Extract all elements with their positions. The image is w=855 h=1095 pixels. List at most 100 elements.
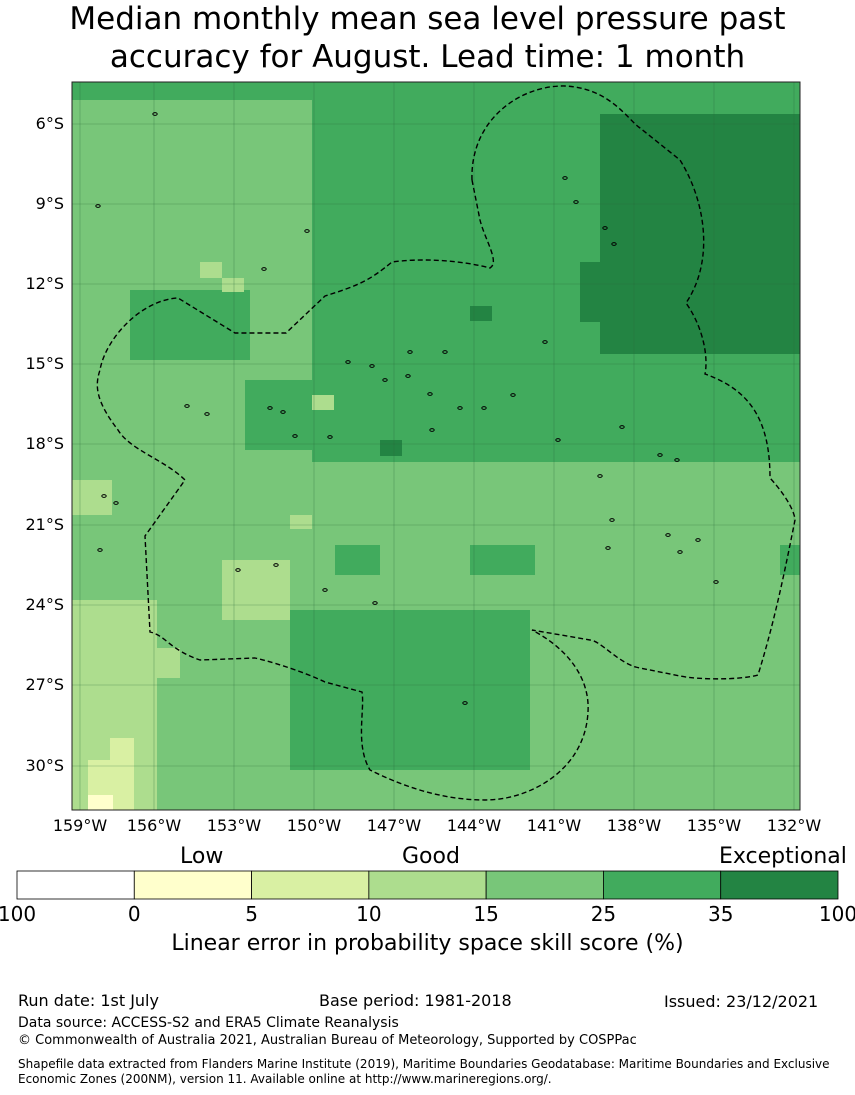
colorbar-tick-label: 15 [473, 902, 499, 926]
island-outline [657, 453, 663, 457]
colorbar-tick-label: 0 [127, 902, 141, 926]
skill-cell [600, 114, 800, 354]
island-outline [327, 435, 333, 439]
skill-cell [130, 290, 250, 360]
island-outline [273, 563, 279, 567]
island-outline [427, 392, 433, 396]
colorbar-segment [368, 870, 487, 900]
island-outline [597, 474, 603, 478]
latitude-label: 30°S [25, 756, 64, 775]
island-outline [304, 229, 310, 233]
colorbar-tick-label: 5 [245, 902, 258, 926]
island-outline [369, 364, 375, 368]
eez-boundary-dashed [96, 85, 796, 801]
island-outline [382, 378, 388, 382]
graticule [72, 82, 800, 810]
island-outline [609, 518, 615, 522]
island-outline [405, 374, 411, 378]
island-outline [204, 412, 210, 416]
island-outline [462, 701, 468, 705]
longitude-label: 150°W [286, 816, 342, 835]
issued-date: Issued: 23/12/2021 [664, 992, 819, 1011]
island-outline [573, 200, 579, 204]
latitude-label: 21°S [25, 515, 64, 534]
skill-cell [245, 380, 315, 450]
island-outline [510, 393, 516, 397]
latitude-label: 15°S [25, 354, 64, 373]
island-outline [372, 601, 378, 605]
island-outline [267, 406, 273, 410]
base-period: Base period: 1981-2018 [319, 991, 512, 1010]
latitude-label: 9°S [35, 194, 64, 213]
longitude-label: 144°W [446, 816, 502, 835]
island-outline [95, 204, 101, 208]
island-outline [457, 406, 463, 410]
island-outline [619, 425, 625, 429]
colorbar-segment [251, 870, 370, 900]
island-outline [542, 340, 548, 344]
longitude-label: 156°W [126, 816, 182, 835]
skill-cell [72, 82, 312, 100]
skill-cell [335, 545, 380, 575]
colorbar-segment [16, 870, 135, 900]
colorbar-segment [133, 870, 252, 900]
category-good: Good [402, 844, 460, 869]
skill-cell [88, 795, 113, 810]
longitude-label: 147°W [366, 816, 422, 835]
latitude-label: 6°S [35, 114, 64, 133]
skill-cell [290, 610, 530, 770]
longitude-label: 141°W [526, 816, 582, 835]
island-outline [101, 494, 107, 498]
island-outline [605, 546, 611, 550]
skill-cell [470, 306, 492, 321]
island-outline [235, 568, 241, 572]
colorbar-tick-label: 35 [707, 902, 734, 926]
colorbar-label: Linear error in probability space skill … [171, 931, 684, 956]
shapefile-credit: Shapefile data extracted from Flanders M… [18, 1057, 830, 1086]
skill-cell [155, 648, 180, 678]
skill-grid [72, 82, 800, 810]
skill-cell [110, 738, 134, 760]
longitude-label: 153°W [206, 816, 262, 835]
colorbar [16, 870, 839, 900]
skill-cell [470, 545, 535, 575]
island-outline [280, 410, 286, 414]
island-outline [261, 267, 267, 271]
island-outline [555, 438, 561, 442]
island-outline [481, 406, 487, 410]
map-frame [71, 81, 801, 811]
island-outline [674, 458, 680, 462]
island-outline [429, 428, 435, 432]
island-outline [695, 538, 701, 542]
skill-cell [780, 545, 800, 575]
copyright: © Commonwealth of Australia 2021, Austra… [18, 1033, 637, 1048]
island-outline [292, 434, 298, 438]
skill-cell [290, 515, 312, 529]
islands [95, 112, 719, 705]
skill-cell [200, 262, 222, 278]
island-outline [322, 588, 328, 592]
island-outline [113, 501, 119, 505]
latitude-label: 24°S [25, 595, 64, 614]
title-line-1: Median monthly mean sea level pressure p… [69, 1, 786, 37]
title-line-2: accuracy for August. Lead time: 1 month [109, 39, 746, 75]
longitude-label: 132°W [766, 816, 822, 835]
colorbar-tick-label: 100 [0, 902, 37, 926]
island-outline [562, 176, 568, 180]
latitude-label: 18°S [25, 434, 64, 453]
longitude-label: 159°W [52, 816, 108, 835]
island-outline [442, 350, 448, 354]
island-outline [152, 112, 158, 116]
category-low: Low [180, 844, 224, 869]
data-source: Data source: ACCESS-S2 and ERA5 Climate … [18, 1015, 399, 1031]
colorbar-tick-label: 10 [356, 902, 382, 926]
skill-cell [222, 278, 244, 292]
skill-cell [380, 440, 402, 456]
category-exceptional: Exceptional [719, 844, 847, 869]
island-outline [611, 242, 617, 246]
colorbar-tick-label: 25 [590, 902, 617, 926]
colorbar-segment [603, 870, 722, 900]
skill-cell [646, 470, 714, 500]
skill-cell [580, 262, 620, 322]
